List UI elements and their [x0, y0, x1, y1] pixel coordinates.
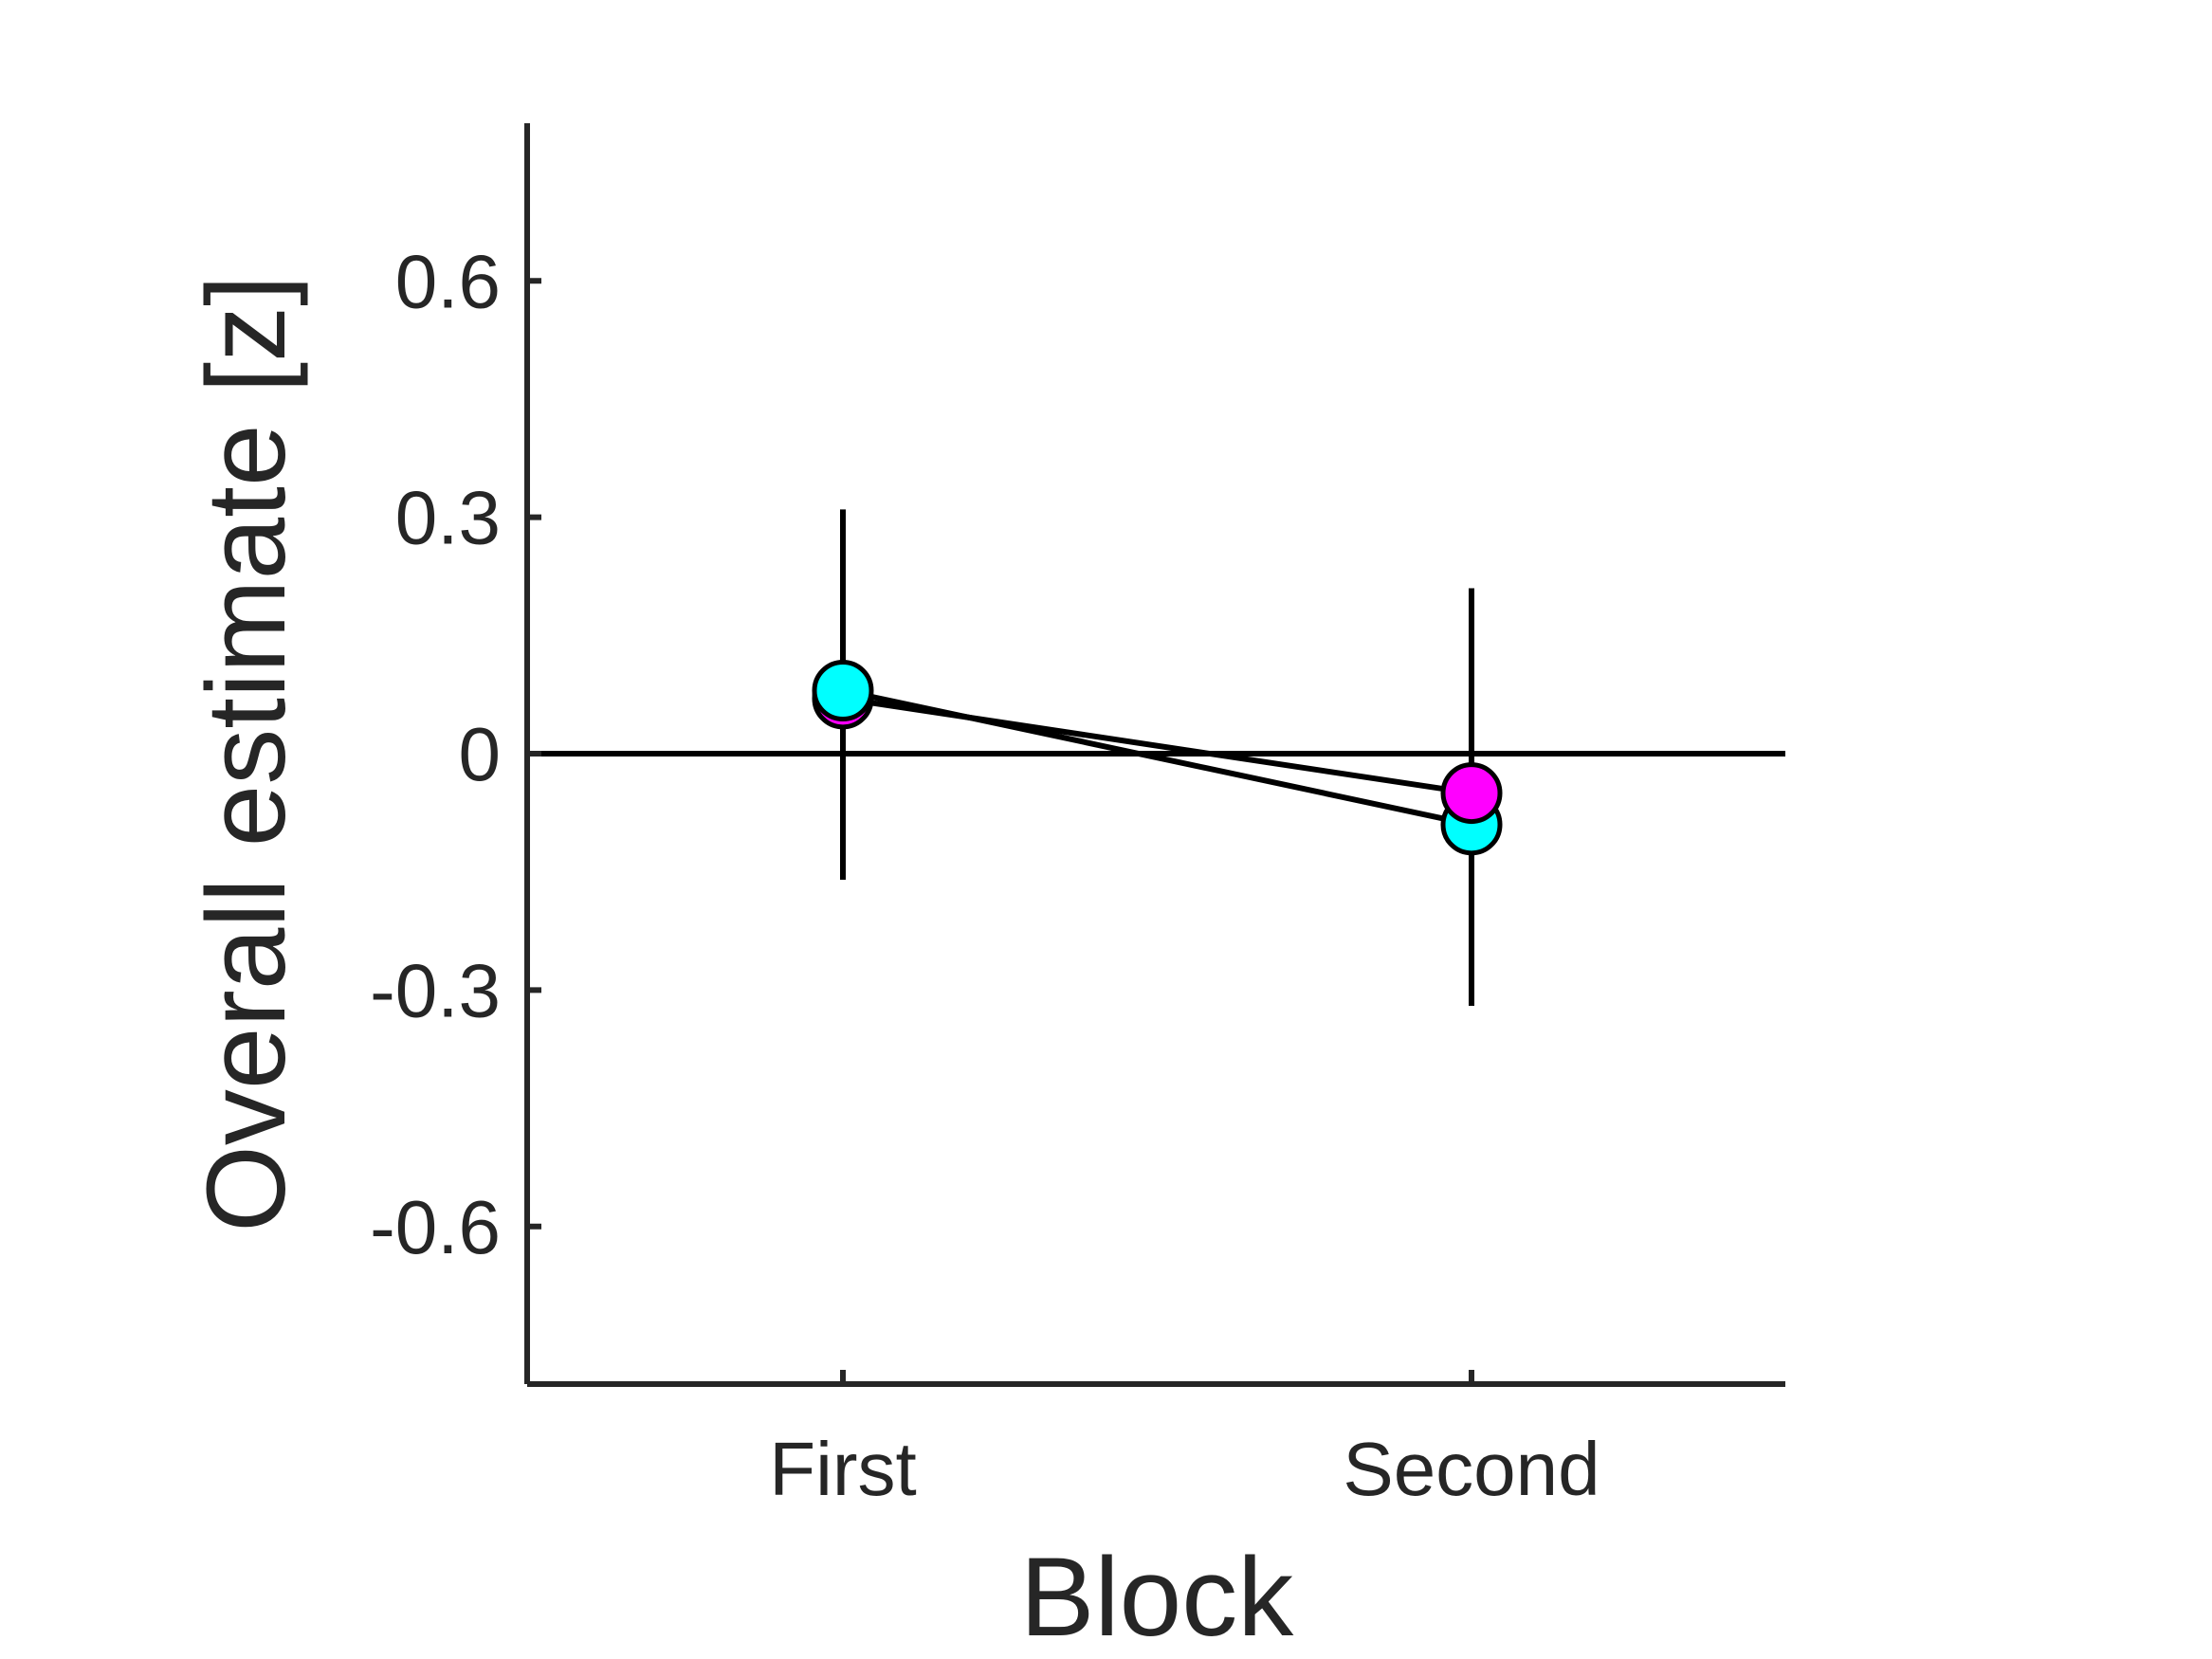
y-tick-label: 0.3 — [395, 476, 501, 560]
x-tick-label: Second — [1343, 1427, 1600, 1511]
y-tick-label: -0.6 — [370, 1185, 501, 1269]
data-point — [812, 660, 874, 721]
x-axis-ticks: First Second — [769, 1370, 1600, 1511]
y-tick-label: 0.6 — [395, 239, 501, 323]
x-tick-label: First — [769, 1427, 917, 1511]
series-line — [842, 687, 1472, 828]
plot-area — [524, 123, 1785, 1387]
x-axis-title: Block — [1020, 1535, 1295, 1659]
y-tick-label: -0.3 — [370, 948, 501, 1032]
data-point — [1440, 762, 1503, 825]
y-axis-ticks: -0.6 -0.3 0 0.3 0.6 — [370, 239, 541, 1269]
y-axis-title: Overall estimate [z] — [184, 275, 309, 1232]
y-tick-label: 0 — [459, 712, 502, 796]
